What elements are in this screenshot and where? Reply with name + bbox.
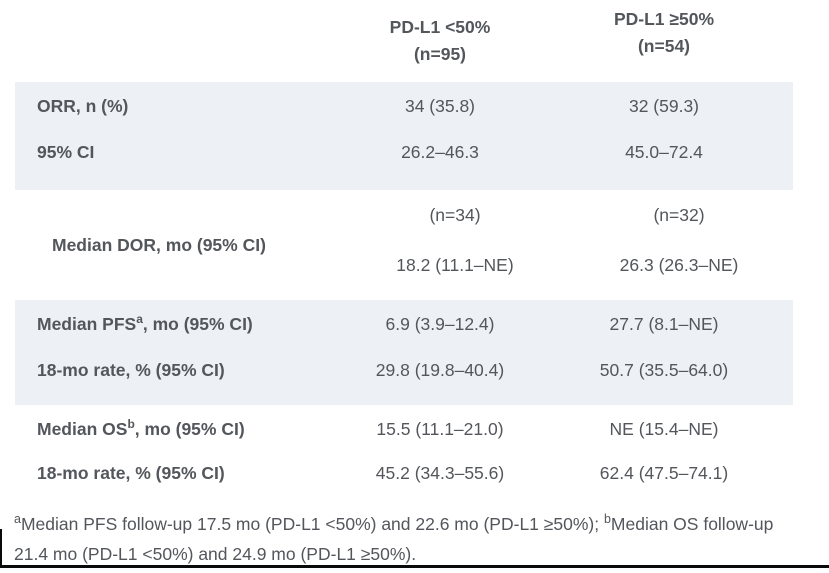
row-label: Median OSb, mo (95% CI) (37, 416, 245, 439)
value-cell: (n=32) 26.3 (26.3–NE) (550, 190, 808, 300)
column-header-n: (n=95) (413, 44, 467, 64)
value-cell: NE (15.4–NE) (609, 418, 719, 439)
row-95ci: 95% CI 26.2–46.3 45.0–72.4 (15, 129, 793, 175)
value-estimate: 18.2 (11.1–NE) (396, 254, 514, 275)
os-section: Median OSb, mo (95% CI) 15.5 (11.1–21.0)… (15, 405, 793, 501)
footnote: aMedian PFS follow-up 17.5 mo (PD-L1 <50… (14, 509, 778, 569)
column-header-pdl1-ge50: PD-L1 ≥50% (n=54) (535, 6, 793, 60)
left-border-line (0, 529, 2, 567)
row-os-18mo-rate: 18-mo rate, % (95% CI) 45.2 (34.3–55.6) … (15, 451, 793, 495)
value-cell: 29.8 (19.8–40.4) (375, 359, 505, 380)
pfs-section: Median PFSa, mo (95% CI) 6.9 (3.9–12.4) … (15, 300, 793, 405)
value-n: (n=32) (653, 204, 705, 225)
orr-section: ORR, n (%) 34 (35.8) 32 (59.3) 95% CI 26… (15, 82, 793, 190)
value-cell: 27.7 (8.1–NE) (609, 313, 719, 334)
row-label: Median DOR, mo (95% CI) (52, 234, 266, 255)
row-label: 18-mo rate, % (95% CI) (37, 462, 225, 483)
column-header-n: (n=54) (637, 36, 691, 56)
row-label: Median PFSa, mo (95% CI) (37, 311, 253, 334)
footnote-text-pfs: Median PFS follow-up 17.5 mo (PD-L1 <50%… (20, 514, 604, 534)
value-cell: 50.7 (35.5–64.0) (599, 359, 729, 380)
row-pfs-18mo-rate: 18-mo rate, % (95% CI) 29.8 (19.8–40.4) … (15, 347, 793, 393)
dor-section: Median DOR, mo (95% CI) (n=34) 18.2 (11.… (15, 190, 793, 300)
value-cell: 45.0–72.4 (625, 141, 703, 162)
row-label: ORR, n (%) (37, 95, 129, 116)
bottom-border-line (0, 565, 829, 568)
value-cell: 34 (35.8) (404, 95, 476, 116)
value-cell: 62.4 (47.5–74.1) (599, 462, 729, 483)
value-cell: 26.2–46.3 (401, 141, 479, 162)
value-cell: 45.2 (34.3–55.6) (375, 462, 505, 483)
row-median-os: Median OSb, mo (95% CI) 15.5 (11.1–21.0)… (15, 407, 793, 451)
column-header-pdl1-lt50: PD-L1 <50% (n=95) (345, 14, 535, 68)
footnote-marker-b: b (603, 512, 611, 527)
value-cell: 15.5 (11.1–21.0) (376, 418, 504, 439)
row-label: 95% CI (37, 141, 95, 162)
value-cell: 32 (59.3) (628, 95, 700, 116)
footnote-marker-a: a (136, 311, 143, 326)
value-estimate: 26.3 (26.3–NE) (619, 254, 739, 275)
column-header-label: PD-L1 <50% (389, 17, 491, 37)
row-label: 18-mo rate, % (95% CI) (37, 359, 225, 380)
value-cell: 6.9 (3.9–12.4) (385, 313, 495, 334)
footnote-marker-b: b (127, 416, 135, 431)
value-cell: (n=34) 18.2 (11.1–NE) (360, 190, 550, 300)
row-median-dor: Median DOR, mo (95% CI) (n=34) 18.2 (11.… (30, 190, 808, 300)
value-n: (n=34) (429, 204, 481, 225)
footnote-marker-a: a (14, 512, 21, 527)
row-orr: ORR, n (%) 34 (35.8) 32 (59.3) (15, 83, 793, 129)
row-median-pfs: Median PFSa, mo (95% CI) 6.9 (3.9–12.4) … (15, 301, 793, 347)
table-header-row: PD-L1 <50% (n=95) PD-L1 ≥50% (n=54) (15, 0, 793, 82)
column-header-label: PD-L1 ≥50% (613, 9, 715, 29)
footnote-text-os: Median OS follow-up 21.4 mo (PD-L1 <50%)… (14, 514, 774, 564)
